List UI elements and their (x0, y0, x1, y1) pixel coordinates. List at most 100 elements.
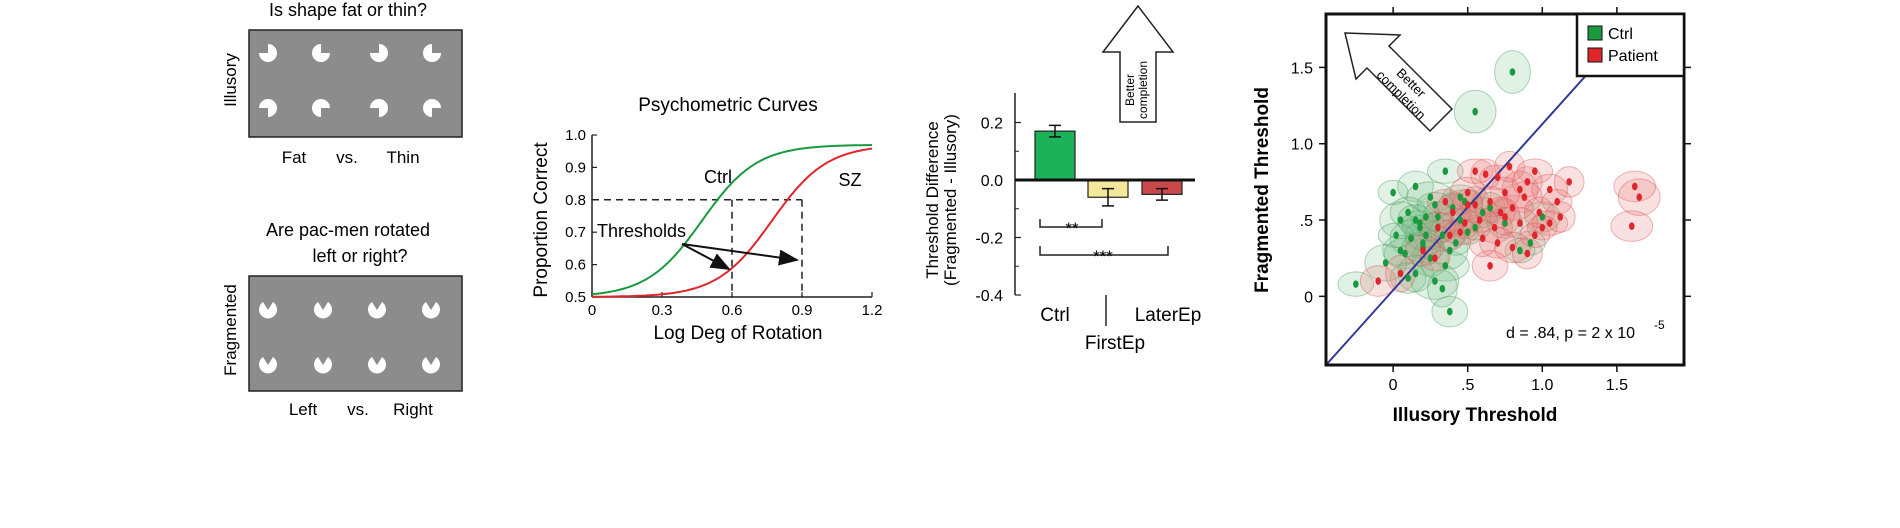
psychometric-ylabel: Proportion Correct (531, 142, 552, 298)
patient-point (1420, 246, 1426, 255)
ctrl-point (1397, 216, 1404, 224)
ctrl-point (1427, 254, 1434, 262)
bar-series (1034, 124, 1183, 207)
ctrl-point (1412, 216, 1419, 224)
patient-point (1539, 223, 1546, 232)
ctrl-point (1408, 234, 1414, 243)
x-tick-label: 1.2 (862, 302, 883, 319)
fragmented-pacmen (259, 302, 440, 374)
y-tick-label: 1.0 (565, 127, 586, 144)
bar-category-label: LaterEp (1135, 305, 1202, 326)
panel-scatter: 0.5 1.0 1.50.51.01.5 Ctrl Patient Better c… (1252, 7, 1691, 426)
ctrl-point (1432, 200, 1438, 209)
significance-bracket-1 (1039, 219, 1103, 228)
ctrl-point (1452, 239, 1459, 247)
patient-point (1464, 188, 1471, 197)
x-tick-label: .5 (1461, 377, 1474, 394)
significance-label-2: *** (1093, 247, 1113, 266)
fragmented-option-left: Left (289, 400, 318, 419)
patient-point (1557, 213, 1563, 221)
ctrl-point (1353, 280, 1359, 288)
x-tick-label: 0.6 (722, 302, 743, 319)
panel-bar: Better completion Threshold Difference (… (923, 4, 1202, 354)
fragmented-question-line2: left or right? (312, 246, 407, 266)
ctrl-point (1464, 228, 1471, 237)
patient-point (1509, 204, 1516, 212)
y-tick-label: 1.0 (1291, 137, 1313, 154)
ctrl-point (1382, 258, 1389, 267)
patient-points (1375, 162, 1643, 285)
psychometric-guides (592, 199, 803, 297)
illusory-question: Is shape fat or thin? (269, 0, 427, 20)
scatter-stat-exponent: -5 (1654, 318, 1665, 332)
ctrl-point (1393, 231, 1399, 240)
ctrl-point (1390, 188, 1396, 197)
panel-psychometric: Psychometric Curves Proportion Correct L… (531, 95, 882, 344)
pacman-icon (314, 302, 332, 319)
ctrl-point (1397, 246, 1404, 255)
patient-point (1457, 228, 1464, 237)
bar-category-label: FirstEp (1085, 333, 1145, 354)
legend-patient-label: Patient (1608, 48, 1658, 65)
sz-curve (592, 147, 873, 298)
patient-point (1449, 208, 1456, 217)
ctrl-point (1402, 249, 1408, 258)
pacman-icon (422, 302, 440, 319)
ctrl-point (1517, 246, 1523, 255)
y-tick-label: -0.4 (975, 288, 1003, 305)
patient-point (1546, 185, 1553, 194)
patient-point (1509, 243, 1516, 252)
pacman-icon (370, 99, 388, 117)
ctrl-point (1439, 231, 1446, 240)
psychometric-x-ticks: 0 0.3 0.6 0.9 1.2 (588, 292, 883, 319)
pacman-icon (314, 357, 332, 374)
patient-point (1524, 178, 1531, 186)
threshold-arrow-ctrl (681, 243, 731, 270)
ctrl-point (1427, 193, 1434, 201)
better-completion-arrow (1101, 4, 1175, 123)
patient-point (1517, 185, 1523, 194)
ctrl-point (1447, 307, 1453, 316)
y-tick-label: 0.9 (565, 159, 586, 176)
scatter-ticks: 0 .5 1.0 1.5 0 .5 1.0 1.5 (1291, 7, 1691, 394)
patient-point (1532, 231, 1538, 240)
patient-point (1472, 167, 1478, 175)
ctrl-point (1423, 231, 1429, 240)
x-tick-label: 1.0 (1531, 377, 1553, 394)
threshold-arrow-sz (681, 243, 799, 266)
x-tick-label: 0 (588, 302, 596, 319)
patient-point (1497, 208, 1504, 217)
scatter-ylabel: Fragmented Threshold (1252, 87, 1273, 293)
y-tick-label: 0.0 (981, 173, 1003, 190)
bar-y-ticks: 0.2 0.0 -0.2 -0.4 (975, 116, 1021, 305)
patient-point (1479, 234, 1486, 243)
bar-category-label: Ctrl (1040, 305, 1070, 326)
x-tick-label: 1.5 (1606, 377, 1628, 394)
patient-point (1546, 219, 1553, 227)
ctrl-point (1417, 223, 1423, 232)
ctrl-point (1502, 219, 1508, 227)
x-tick-label: 0.9 (792, 302, 813, 319)
ctrl-point (1412, 269, 1419, 278)
pacman-icon (370, 44, 388, 62)
patient-point (1476, 216, 1483, 224)
bar-ylabel-line1: Threshold Difference (923, 121, 942, 279)
y-tick-label: .5 (1300, 213, 1313, 230)
fragmented-question-line1: Are pac-men rotated (266, 220, 430, 240)
ctrl-point (1405, 208, 1411, 217)
bar-arrow-text-line1: Better (1123, 74, 1137, 106)
x-tick-label: 0 (1389, 377, 1398, 394)
patient-point (1536, 208, 1543, 217)
ctrl-point (1457, 193, 1464, 201)
significance-label-1: ** (1065, 219, 1079, 238)
y-tick-label: 0.7 (565, 224, 586, 241)
scatter-xlabel: Illusory Threshold (1393, 405, 1558, 426)
fragmented-side-label: Fragmented (221, 284, 240, 376)
pacman-icon (368, 357, 387, 374)
patient-point (1464, 200, 1471, 209)
pacman-icon (368, 302, 387, 319)
patient-point (1461, 219, 1468, 227)
pacman-icon (259, 357, 277, 374)
ctrl-point (1509, 68, 1516, 76)
panel-stimuli: Is shape fat or thin? Illusory Fat vs. T… (221, 0, 463, 419)
